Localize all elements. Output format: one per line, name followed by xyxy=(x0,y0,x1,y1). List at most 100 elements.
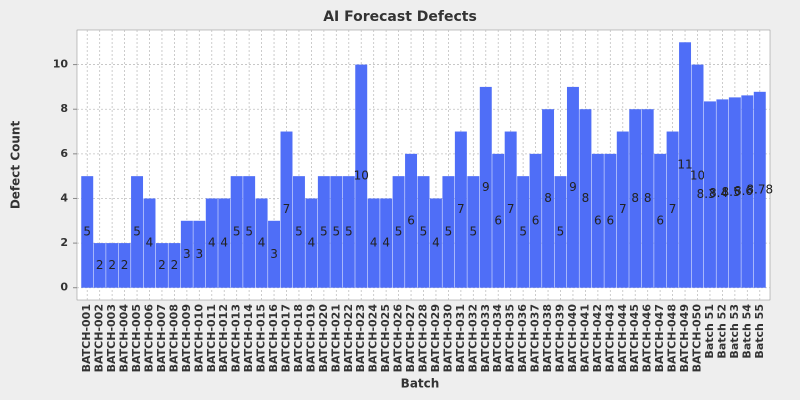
x-axis-label: Batch xyxy=(401,377,440,391)
data-label: 8 xyxy=(631,191,639,205)
x-tick-label: BATCH-007 xyxy=(155,304,168,372)
data-label: 6 xyxy=(606,213,614,227)
data-label: 7 xyxy=(457,202,465,216)
x-tick-label: BATCH-028 xyxy=(417,304,430,372)
x-tick-label: BATCH-013 xyxy=(230,304,243,372)
bar xyxy=(542,109,555,288)
x-tick-label: BATCH-012 xyxy=(217,304,230,372)
x-tick-label: BATCH-033 xyxy=(479,304,492,372)
data-label: 10 xyxy=(690,169,705,183)
x-tick-label: Batch 51 xyxy=(703,304,716,359)
data-label: 5 xyxy=(233,224,241,238)
data-label: 5 xyxy=(519,224,527,238)
x-tick-label: BATCH-034 xyxy=(491,304,504,373)
bar xyxy=(193,220,206,288)
data-label: 8 xyxy=(544,191,552,205)
x-tick-label: BATCH-046 xyxy=(641,304,654,373)
data-label: 3 xyxy=(183,247,191,261)
x-tick-label: BATCH-047 xyxy=(653,304,666,372)
bar xyxy=(442,176,455,288)
bar xyxy=(330,176,343,288)
data-label: 4 xyxy=(146,236,154,250)
x-tick-label: BATCH-039 xyxy=(554,304,567,372)
x-tick-label: BATCH-016 xyxy=(267,304,280,373)
bar xyxy=(81,176,94,288)
data-label: 2 xyxy=(158,258,166,272)
bar xyxy=(405,153,418,288)
data-label: 11 xyxy=(677,158,692,172)
x-tick-label: BATCH-036 xyxy=(516,304,529,373)
bar xyxy=(417,176,430,288)
bar xyxy=(591,153,604,288)
bar xyxy=(703,101,716,288)
bar xyxy=(454,131,467,288)
bar xyxy=(367,198,380,288)
bar xyxy=(429,198,442,288)
bar xyxy=(93,243,106,288)
x-tick-label: BATCH-030 xyxy=(441,304,454,373)
bar xyxy=(479,86,492,288)
data-label: 7 xyxy=(283,202,291,216)
bar xyxy=(716,99,729,288)
x-tick-label: BATCH-050 xyxy=(691,304,704,373)
data-label: 7 xyxy=(619,202,627,216)
data-label: 5 xyxy=(332,224,340,238)
x-tick-label: BATCH-019 xyxy=(304,304,317,372)
bar xyxy=(641,109,654,288)
data-label: 2 xyxy=(108,258,116,272)
bar xyxy=(155,243,168,288)
data-label: 5 xyxy=(245,224,253,238)
data-label: 8 xyxy=(582,191,590,205)
data-label: 2 xyxy=(171,258,179,272)
x-tick-label: BATCH-023 xyxy=(354,304,367,372)
y-tick-label: 6 xyxy=(60,147,68,160)
data-label: 6 xyxy=(407,213,415,227)
x-tick-label: BATCH-042 xyxy=(591,304,604,372)
x-tick-label: BATCH-015 xyxy=(255,304,268,372)
x-tick-label: BATCH-041 xyxy=(578,304,591,372)
x-tick-label: Batch 55 xyxy=(753,304,766,359)
data-label: 4 xyxy=(308,236,316,250)
x-tick-label: BATCH-017 xyxy=(280,304,293,372)
data-label: 4 xyxy=(382,236,390,250)
bar xyxy=(666,131,679,288)
bar xyxy=(205,198,218,288)
x-tick-label: BATCH-005 xyxy=(130,304,143,372)
x-tick-label: Batch 54 xyxy=(740,304,753,359)
bar xyxy=(604,153,617,288)
x-tick-label: BATCH-002 xyxy=(93,304,106,372)
data-label: 2 xyxy=(121,258,129,272)
x-tick-label: BATCH-049 xyxy=(678,304,691,372)
data-label: 5 xyxy=(557,224,565,238)
bar xyxy=(143,198,156,288)
x-tick-label: BATCH-043 xyxy=(603,304,616,372)
data-label: 5 xyxy=(469,224,477,238)
data-label: 10 xyxy=(354,169,369,183)
chart-title: AI Forecast Defects xyxy=(323,9,477,25)
bar xyxy=(280,131,293,288)
x-tick-label: BATCH-026 xyxy=(392,304,405,373)
bar xyxy=(255,198,268,288)
data-label: 2 xyxy=(96,258,104,272)
bar xyxy=(268,220,281,288)
bar xyxy=(691,64,704,288)
x-tick-label: BATCH-027 xyxy=(404,304,417,372)
bar xyxy=(106,243,119,288)
data-label: 4 xyxy=(258,236,266,250)
bar xyxy=(679,42,692,288)
bar xyxy=(467,176,480,288)
x-tick-label: BATCH-021 xyxy=(329,304,342,372)
y-tick-label: 4 xyxy=(60,191,68,204)
x-tick-label: BATCH-003 xyxy=(105,304,118,372)
x-tick-label: BATCH-029 xyxy=(429,304,442,372)
bar xyxy=(392,176,405,288)
x-tick-label: BATCH-004 xyxy=(118,304,131,373)
bar xyxy=(566,86,579,288)
x-tick-label: BATCH-031 xyxy=(454,304,467,372)
bar xyxy=(380,198,393,288)
bar xyxy=(517,176,530,288)
bar xyxy=(629,109,642,288)
x-tick-label: BATCH-008 xyxy=(167,304,180,372)
bar xyxy=(753,91,766,288)
bar xyxy=(305,198,318,288)
